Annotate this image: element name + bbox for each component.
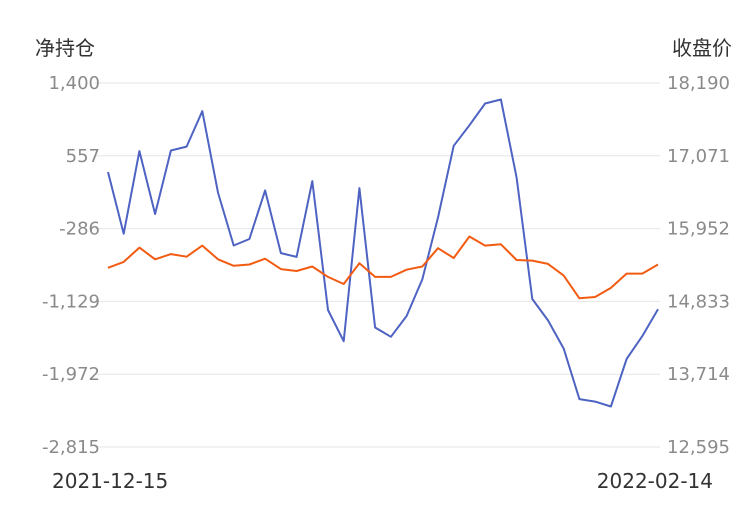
right-tick-label: 18,190 <box>667 73 730 94</box>
left-axis-title: 净持仓 <box>35 36 95 60</box>
left-tick-label: -1,129 <box>42 291 100 312</box>
right-tick-label: 15,952 <box>667 219 730 240</box>
right-tick-label: 13,714 <box>667 364 730 385</box>
net-position-line <box>107 98 659 408</box>
left-tick-label: 557 <box>66 146 100 167</box>
right-axis-ticks: 18,190 17,071 15,952 14,833 13,714 12,595 <box>667 73 730 458</box>
grid-lines <box>95 82 660 448</box>
right-tick-label: 12,595 <box>667 437 730 458</box>
right-tick-label: 17,071 <box>667 146 730 167</box>
series-lines <box>107 98 659 408</box>
left-tick-label: -286 <box>59 219 100 240</box>
x-start-label: 2021-12-15 <box>52 469 168 493</box>
right-axis-title: 收盘价 <box>672 36 732 60</box>
x-end-label: 2022-02-14 <box>597 469 713 493</box>
left-tick-label: 1,400 <box>48 73 100 94</box>
closing-price-line <box>107 235 659 300</box>
left-tick-label: -1,972 <box>42 364 100 385</box>
right-tick-label: 14,833 <box>667 291 730 312</box>
left-tick-label: -2,815 <box>42 437 100 458</box>
left-axis-ticks: 1,400 557 -286 -1,129 -1,972 -2,815 <box>42 73 100 458</box>
